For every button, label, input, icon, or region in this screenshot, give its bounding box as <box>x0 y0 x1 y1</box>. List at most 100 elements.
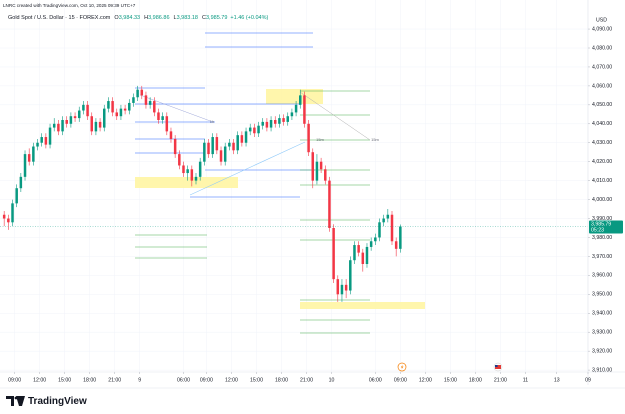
candle-body <box>324 169 327 181</box>
candle-body <box>232 142 235 151</box>
candle-body <box>328 180 331 228</box>
x-tick-label: 13 <box>554 377 560 383</box>
ohlc-key: L <box>174 15 177 21</box>
drawing-label: 1h <box>210 119 214 124</box>
candle-body <box>390 214 394 242</box>
candle-body <box>386 214 390 219</box>
flag-icon <box>495 365 498 367</box>
candle-body <box>98 121 102 128</box>
y-tick-label: 4,040.00 <box>592 121 612 127</box>
x-tick-label: 06:00 <box>369 377 382 383</box>
zone <box>300 302 425 309</box>
trend-line <box>299 91 371 141</box>
candle-body <box>119 108 123 117</box>
candle-body <box>344 284 348 291</box>
zone <box>135 177 238 188</box>
ohlc-key: O <box>114 15 119 21</box>
candle-body <box>169 131 173 139</box>
candle-body <box>240 135 244 143</box>
candle-body <box>123 108 127 111</box>
candle-body <box>203 142 206 162</box>
x-tick-label: 15:00 <box>444 377 457 383</box>
candle-body <box>148 101 152 105</box>
candle-body <box>144 95 148 105</box>
candle-body <box>303 95 306 124</box>
candle-body <box>194 176 198 181</box>
drawing-label: 15m <box>371 137 379 142</box>
y-tick-label: 4,010.00 <box>592 178 612 184</box>
x-tick-label: 15:00 <box>250 377 263 383</box>
candle-body <box>215 137 219 151</box>
candle-body <box>207 142 210 155</box>
candle-body <box>2 214 6 219</box>
x-tick-label: 18:00 <box>469 377 482 383</box>
candle-body <box>153 101 156 113</box>
y-tick-label: 3,910.00 <box>592 367 612 373</box>
candle-body <box>374 237 377 242</box>
candle-body <box>65 120 68 124</box>
candle-body <box>182 165 185 174</box>
candle-body <box>40 137 43 143</box>
candle-body <box>140 89 144 96</box>
candle-body <box>19 176 23 189</box>
candle-body <box>299 95 302 105</box>
currency: USD <box>596 17 607 23</box>
x-tick-label: 09 <box>585 377 591 383</box>
brand: TradingView <box>28 396 87 407</box>
y-tick-label: 4,080.00 <box>592 45 612 51</box>
candle-body <box>136 89 139 98</box>
candle-body <box>23 154 27 177</box>
x-tick-label: 12:00 <box>225 377 238 383</box>
candles <box>0 85 588 302</box>
y-tick-label: 4,050.00 <box>592 102 612 108</box>
candle-body <box>253 127 256 134</box>
candle-body <box>103 108 106 128</box>
x-tick-label: 11 <box>523 377 528 383</box>
y-tick-label: 3,930.00 <box>592 330 612 336</box>
candle-body <box>228 142 231 147</box>
candle-body <box>178 154 181 166</box>
candle-body <box>236 135 239 151</box>
ohlc-key: C <box>202 15 206 21</box>
chart-header: Gold Spot / U.S. Dollar · 15 · FOREX.com… <box>8 15 268 21</box>
candle-body <box>399 226 402 249</box>
candle-body <box>82 104 85 111</box>
candle-body <box>190 169 194 181</box>
candle-body <box>244 131 248 143</box>
candle-body <box>340 284 344 295</box>
candle-body <box>115 112 119 117</box>
candle-body <box>290 112 294 117</box>
candle-body <box>94 121 98 132</box>
candle-body <box>27 154 31 162</box>
last-price-label: 3,985.79 <box>591 221 611 227</box>
candle-body <box>273 120 277 124</box>
candle-body <box>48 127 52 145</box>
candle-body <box>361 252 365 264</box>
trend-line <box>189 141 306 196</box>
x-tick-label: 10 <box>329 377 335 383</box>
drawing-label: 15m <box>316 137 324 142</box>
event-icon-bolt <box>400 364 404 370</box>
candle-body <box>353 245 356 261</box>
price-axis <box>588 0 625 385</box>
candle-body <box>223 146 227 162</box>
candle-body <box>332 228 335 280</box>
candle-body <box>15 188 18 204</box>
candle-body <box>90 116 93 132</box>
candle-body <box>44 137 48 145</box>
y-tick-label: 3,950.00 <box>592 292 612 298</box>
candle-body <box>198 161 202 177</box>
candle-body <box>157 112 160 120</box>
y-tick-label: 4,030.00 <box>592 140 612 146</box>
last-price-box <box>589 220 623 234</box>
x-tick-label: 09:00 <box>8 377 21 383</box>
drawings <box>135 32 425 334</box>
candle-body <box>86 104 89 117</box>
zone <box>266 89 323 104</box>
y-tick-label: 4,070.00 <box>592 64 612 70</box>
candle-body <box>336 279 340 295</box>
candle-body <box>36 142 39 147</box>
x-tick-label: 12:00 <box>33 377 46 383</box>
candle-body <box>128 102 131 111</box>
